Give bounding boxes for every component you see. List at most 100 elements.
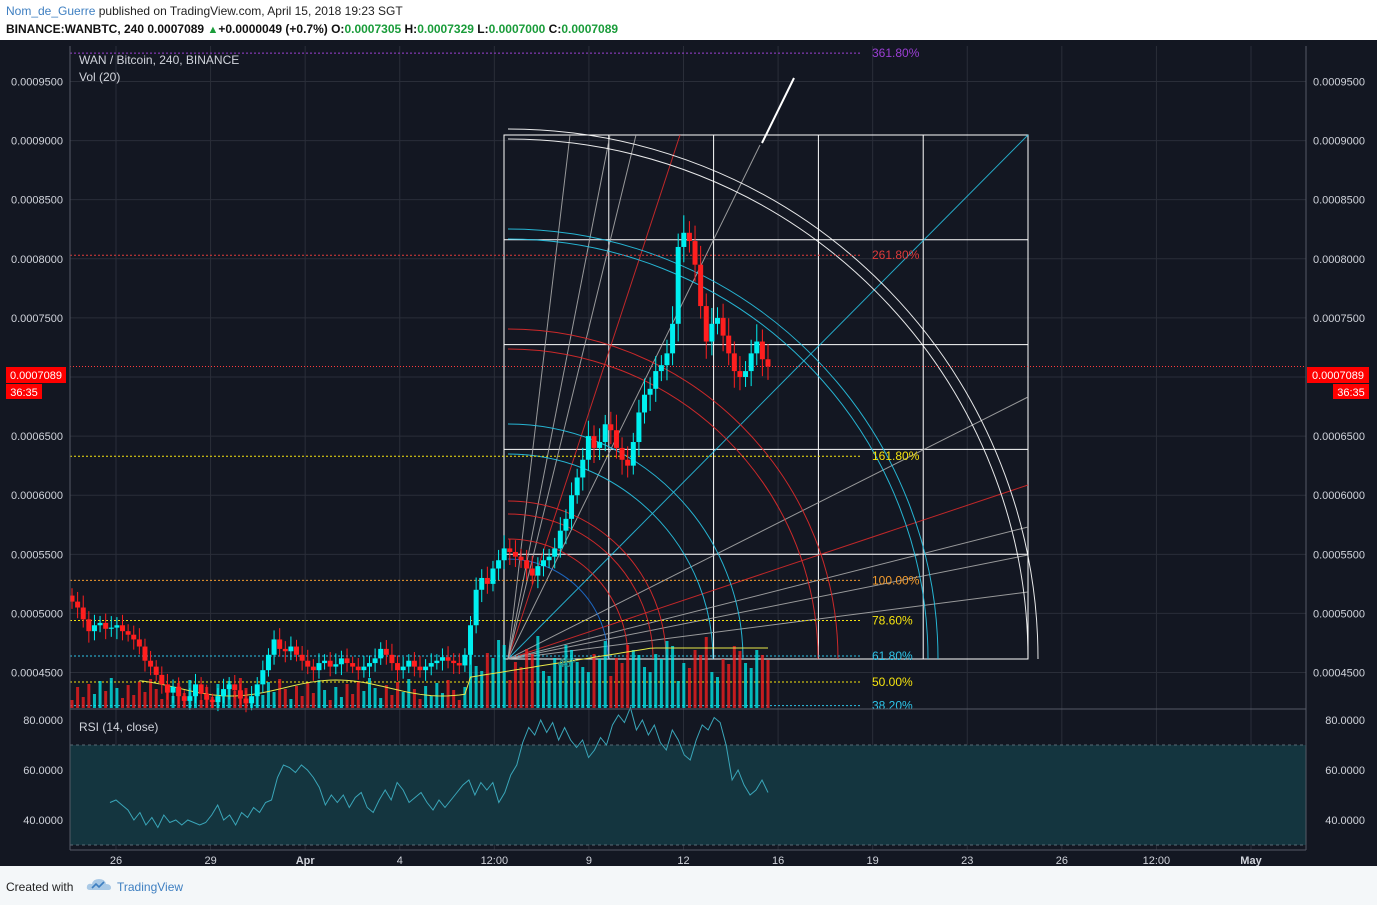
volume-bar xyxy=(547,676,551,708)
volume-bar xyxy=(558,663,562,708)
volume-bar xyxy=(502,645,506,708)
candle-body xyxy=(484,577,490,584)
fib-level-label: 261.80% xyxy=(872,248,920,262)
publish-text: published on TradingView.com, April 15, … xyxy=(95,4,403,18)
chart-canvas[interactable]: 38.20% 50.00% 61.80% 78.60% 100.00% 161.80% 26… xyxy=(0,40,1377,866)
volume-bar xyxy=(334,687,338,708)
candle-body xyxy=(86,619,92,632)
volume-bar xyxy=(676,681,680,708)
candle-body xyxy=(395,663,401,671)
volume-bar xyxy=(687,668,691,708)
volume-bar xyxy=(132,695,136,708)
candle-body xyxy=(585,436,591,460)
volume-bar xyxy=(452,690,456,708)
candle-body xyxy=(159,674,165,685)
candle-body xyxy=(557,530,563,549)
candle-body xyxy=(439,657,445,661)
volume-bar xyxy=(721,659,725,708)
price-tick-label-right: 0.0005000 xyxy=(1313,608,1365,620)
price-tick-label-left: 0.0004500 xyxy=(11,668,63,680)
volume-bar xyxy=(749,668,753,708)
author-link[interactable]: Nom_de_Guerre xyxy=(6,4,96,18)
countdown-badge-right xyxy=(1333,384,1369,399)
candle-body xyxy=(125,631,131,635)
candle-body xyxy=(361,666,367,671)
candle-body xyxy=(501,548,507,561)
rsi-tick-label-left: 40.0000 xyxy=(23,815,63,827)
price-tick-label-right: 0.0008500 xyxy=(1313,195,1365,207)
volume-bar xyxy=(536,636,540,708)
candle-body xyxy=(574,477,580,496)
gann-fan-line xyxy=(507,591,1029,660)
volume-bar xyxy=(530,654,534,708)
candle-body xyxy=(153,666,159,675)
price-tick-label-right: 0.0009000 xyxy=(1313,136,1365,148)
candle-body xyxy=(215,696,221,703)
volume-bar xyxy=(384,685,388,708)
volume-bar xyxy=(631,650,635,708)
fib-level-label: 161.80% xyxy=(872,449,920,463)
candle-body xyxy=(355,666,361,671)
volume-bar xyxy=(295,686,299,708)
candle-body xyxy=(759,341,765,360)
volume-bar xyxy=(121,698,125,708)
candle-body xyxy=(726,335,732,354)
volume-bar xyxy=(311,693,315,708)
created-with-text: Created with xyxy=(6,880,74,894)
tradingview-link[interactable]: TradingView xyxy=(117,880,184,894)
price-tick-label-right: 0.0006500 xyxy=(1313,431,1365,443)
candle-body xyxy=(406,660,412,667)
fib-level-label: 78.60% xyxy=(872,614,913,628)
gann-arc xyxy=(507,228,939,660)
volume-bar xyxy=(682,663,686,708)
volume-bar xyxy=(379,698,383,708)
volume-bar xyxy=(345,684,349,708)
publish-header: Nom_de_Guerre published on TradingView.c… xyxy=(0,0,1377,40)
candle-body xyxy=(131,634,137,640)
time-tick-label: 29 xyxy=(204,855,216,866)
candle-body xyxy=(613,430,619,448)
volume-bar xyxy=(671,646,675,708)
volume-bar xyxy=(491,658,495,708)
time-tick-label: 12 xyxy=(677,855,689,866)
candle-body xyxy=(142,646,148,661)
gann-fan-line xyxy=(507,484,1029,660)
chart-frame[interactable]: 38.20% 50.00% 61.80% 78.60% 100.00% 161.80% 26… xyxy=(0,40,1377,866)
volume-bar xyxy=(457,700,461,708)
low-label: L: xyxy=(477,22,489,36)
candle-body xyxy=(496,560,502,569)
volume-bar xyxy=(143,692,147,708)
volume-bar xyxy=(665,641,669,708)
candle-series xyxy=(69,215,771,713)
candle-body xyxy=(232,684,238,691)
gann-box-drawing xyxy=(503,77,1039,660)
candle-body xyxy=(114,625,120,628)
gann-fan-line xyxy=(507,134,611,660)
volume-bar xyxy=(463,687,467,708)
time-tick-label: 12:00 xyxy=(481,855,509,866)
price-tick-label-left: 0.0008000 xyxy=(11,254,63,266)
time-tick-label: 12:00 xyxy=(1143,855,1171,866)
volume-bar xyxy=(637,655,641,708)
candle-body xyxy=(69,595,75,602)
candle-body xyxy=(187,696,193,701)
volume-bar xyxy=(373,688,377,708)
candle-body xyxy=(647,388,653,395)
volume-bar xyxy=(620,663,624,708)
gann-arc xyxy=(507,138,1029,660)
candle-body xyxy=(540,560,546,567)
candle-body xyxy=(372,658,378,664)
candle-body xyxy=(653,371,659,389)
volume-bar xyxy=(98,681,102,708)
countdown-badge-right-text: 36:35 xyxy=(1337,387,1365,399)
countdown-badge-left-text: 36:35 xyxy=(10,387,38,399)
volume-bar xyxy=(581,667,585,708)
volume-bar xyxy=(429,696,433,708)
volume-bar xyxy=(564,645,568,708)
candle-body xyxy=(462,654,468,666)
candle-body xyxy=(468,625,474,655)
volume-bar xyxy=(283,689,287,708)
series-title: WAN / Bitcoin, 240, BINANCE xyxy=(79,53,239,67)
gann-arc xyxy=(507,328,839,660)
volume-bar xyxy=(609,676,613,708)
